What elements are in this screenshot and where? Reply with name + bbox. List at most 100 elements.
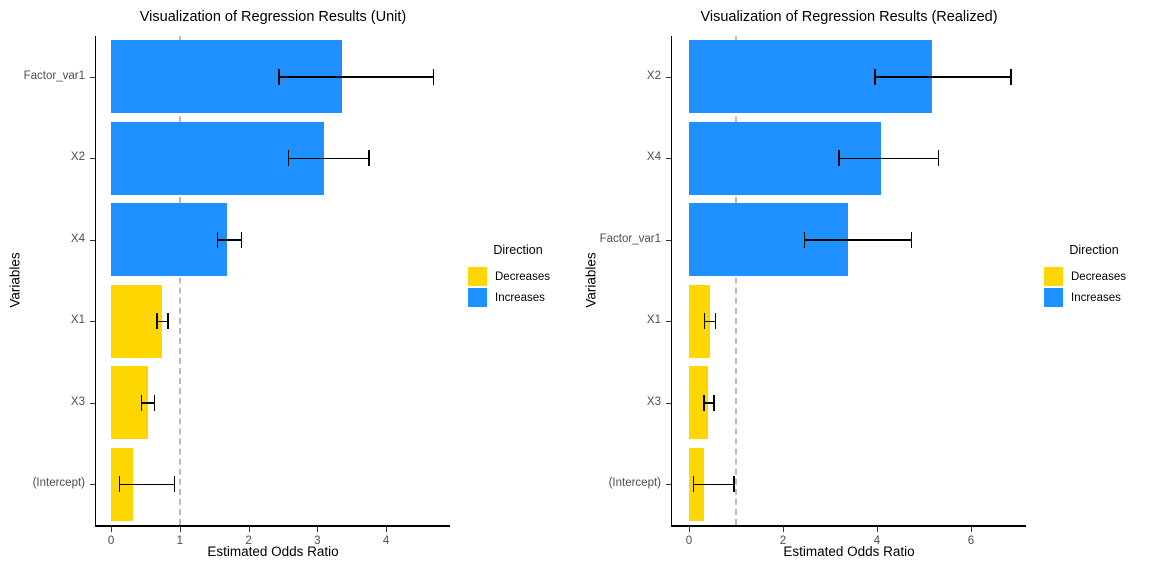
error-bar-line: [693, 483, 735, 485]
x-axis-line: [94, 525, 450, 527]
chart-title: Visualization of Regression Results (Rea…: [700, 9, 998, 25]
legend-item-increases: Increases: [1044, 287, 1144, 308]
error-bar-cap-high: [153, 394, 156, 411]
x-tick-label: 2: [245, 535, 252, 547]
error-bar-cap-high: [733, 476, 735, 493]
y-axis-label: X1: [70, 314, 85, 327]
error-bar-cap-high: [167, 313, 169, 330]
legend-label: Increases: [495, 291, 545, 304]
error-bar-cap-high: [173, 476, 176, 493]
error-bar-line: [141, 402, 155, 404]
error-bar-line: [278, 76, 434, 78]
error-bar-cap-low: [156, 313, 158, 330]
x-tick-label: 3: [314, 535, 321, 547]
x-tick: [970, 526, 972, 532]
error-bar-line: [119, 483, 175, 485]
error-bar-cap-low: [118, 476, 121, 493]
x-tick-label: 2: [779, 535, 787, 547]
error-bar-cap-high: [937, 150, 940, 167]
error-bar-cap-high: [714, 313, 716, 330]
y-axis-label: X3: [646, 395, 661, 408]
chart-realized: Visualization of Regression Results (Rea…: [576, 0, 1152, 576]
legend-title: Direction: [1069, 243, 1119, 257]
y-tick: [666, 76, 672, 78]
error-bar-cap-low: [692, 476, 695, 493]
error-bar-cap-low: [838, 150, 840, 167]
error-bar-line: [838, 157, 939, 159]
x-axis-line: [670, 525, 1026, 527]
reference-line: [734, 36, 737, 525]
y-axis-title: Variables: [7, 252, 23, 308]
x-tick-label: 6: [967, 535, 975, 547]
y-axis-line: [94, 36, 96, 527]
x-tick-label: 1: [176, 535, 184, 547]
x-tick: [179, 526, 181, 532]
y-axis-title: Variables: [583, 252, 599, 308]
y-axis-label: Factor_var1: [23, 69, 85, 82]
legend: Direction Decreases Increases: [1044, 243, 1144, 308]
legend-title: Direction: [493, 243, 543, 257]
error-bar-cap-low: [140, 394, 143, 411]
x-tick: [386, 526, 388, 532]
legend-label: Increases: [1071, 291, 1121, 304]
x-tick: [111, 526, 113, 532]
y-axis-label: (Intercept): [608, 477, 661, 490]
y-tick: [90, 321, 96, 323]
error-bar-line: [157, 320, 169, 322]
y-axis-label: X1: [646, 314, 661, 327]
y-tick: [666, 402, 672, 404]
x-tick: [688, 526, 690, 532]
legend: Direction Decreases Increases: [468, 243, 568, 308]
legend-item-decreases: Decreases: [1044, 266, 1144, 287]
bar-x1: [111, 284, 162, 358]
error-bar-cap-low: [216, 231, 219, 248]
error-bar-cap-low: [703, 313, 706, 330]
error-bar-cap-high: [368, 150, 370, 167]
y-tick: [90, 402, 96, 404]
y-axis-label: X3: [70, 395, 85, 408]
x-axis-title: Estimated Odds Ratio: [783, 544, 915, 559]
y-tick: [666, 239, 672, 241]
y-tick: [90, 158, 96, 160]
x-tick-label: 0: [107, 535, 115, 547]
y-tick: [90, 76, 96, 78]
error-bar-cap-low: [703, 394, 705, 411]
y-axis-label: X4: [70, 232, 85, 245]
error-bar-cap-low: [803, 231, 806, 248]
y-axis-line: [670, 36, 672, 527]
y-axis-label: X2: [646, 69, 661, 82]
error-bar-line: [217, 239, 242, 241]
error-bar-cap-low: [874, 68, 876, 85]
y-tick: [90, 484, 96, 486]
x-tick-label: 0: [685, 535, 693, 547]
bar-x1: [688, 284, 711, 358]
y-axis-label: X4: [646, 151, 661, 164]
y-axis-label: X2: [70, 151, 85, 164]
increases-swatch-icon: [1044, 288, 1063, 307]
x-tick: [782, 526, 784, 532]
x-tick: [876, 526, 878, 532]
error-bar-line: [704, 320, 716, 322]
error-bar-cap-high: [240, 231, 243, 248]
x-tick-label: 4: [382, 535, 390, 547]
bar-x4: [111, 203, 228, 277]
legend-item-increases: Increases: [468, 287, 568, 308]
error-bar-line: [703, 402, 714, 404]
increases-swatch-icon: [468, 288, 487, 307]
legend-item-decreases: Decreases: [468, 266, 568, 287]
legend-label: Decreases: [495, 270, 550, 283]
x-tick: [317, 526, 319, 532]
decreases-swatch-icon: [468, 267, 487, 286]
error-bar-line: [288, 157, 369, 159]
y-axis-label: (Intercept): [32, 477, 85, 490]
y-axis-label: Factor_var1: [599, 232, 661, 245]
error-bar-cap-low: [287, 150, 290, 167]
error-bar-line: [804, 239, 912, 241]
y-tick: [90, 239, 96, 241]
error-bar-cap-high: [1010, 68, 1012, 85]
y-tick: [666, 321, 672, 323]
x-tick: [248, 526, 250, 532]
error-bar-cap-low: [278, 68, 280, 85]
bar-x3: [688, 366, 709, 440]
